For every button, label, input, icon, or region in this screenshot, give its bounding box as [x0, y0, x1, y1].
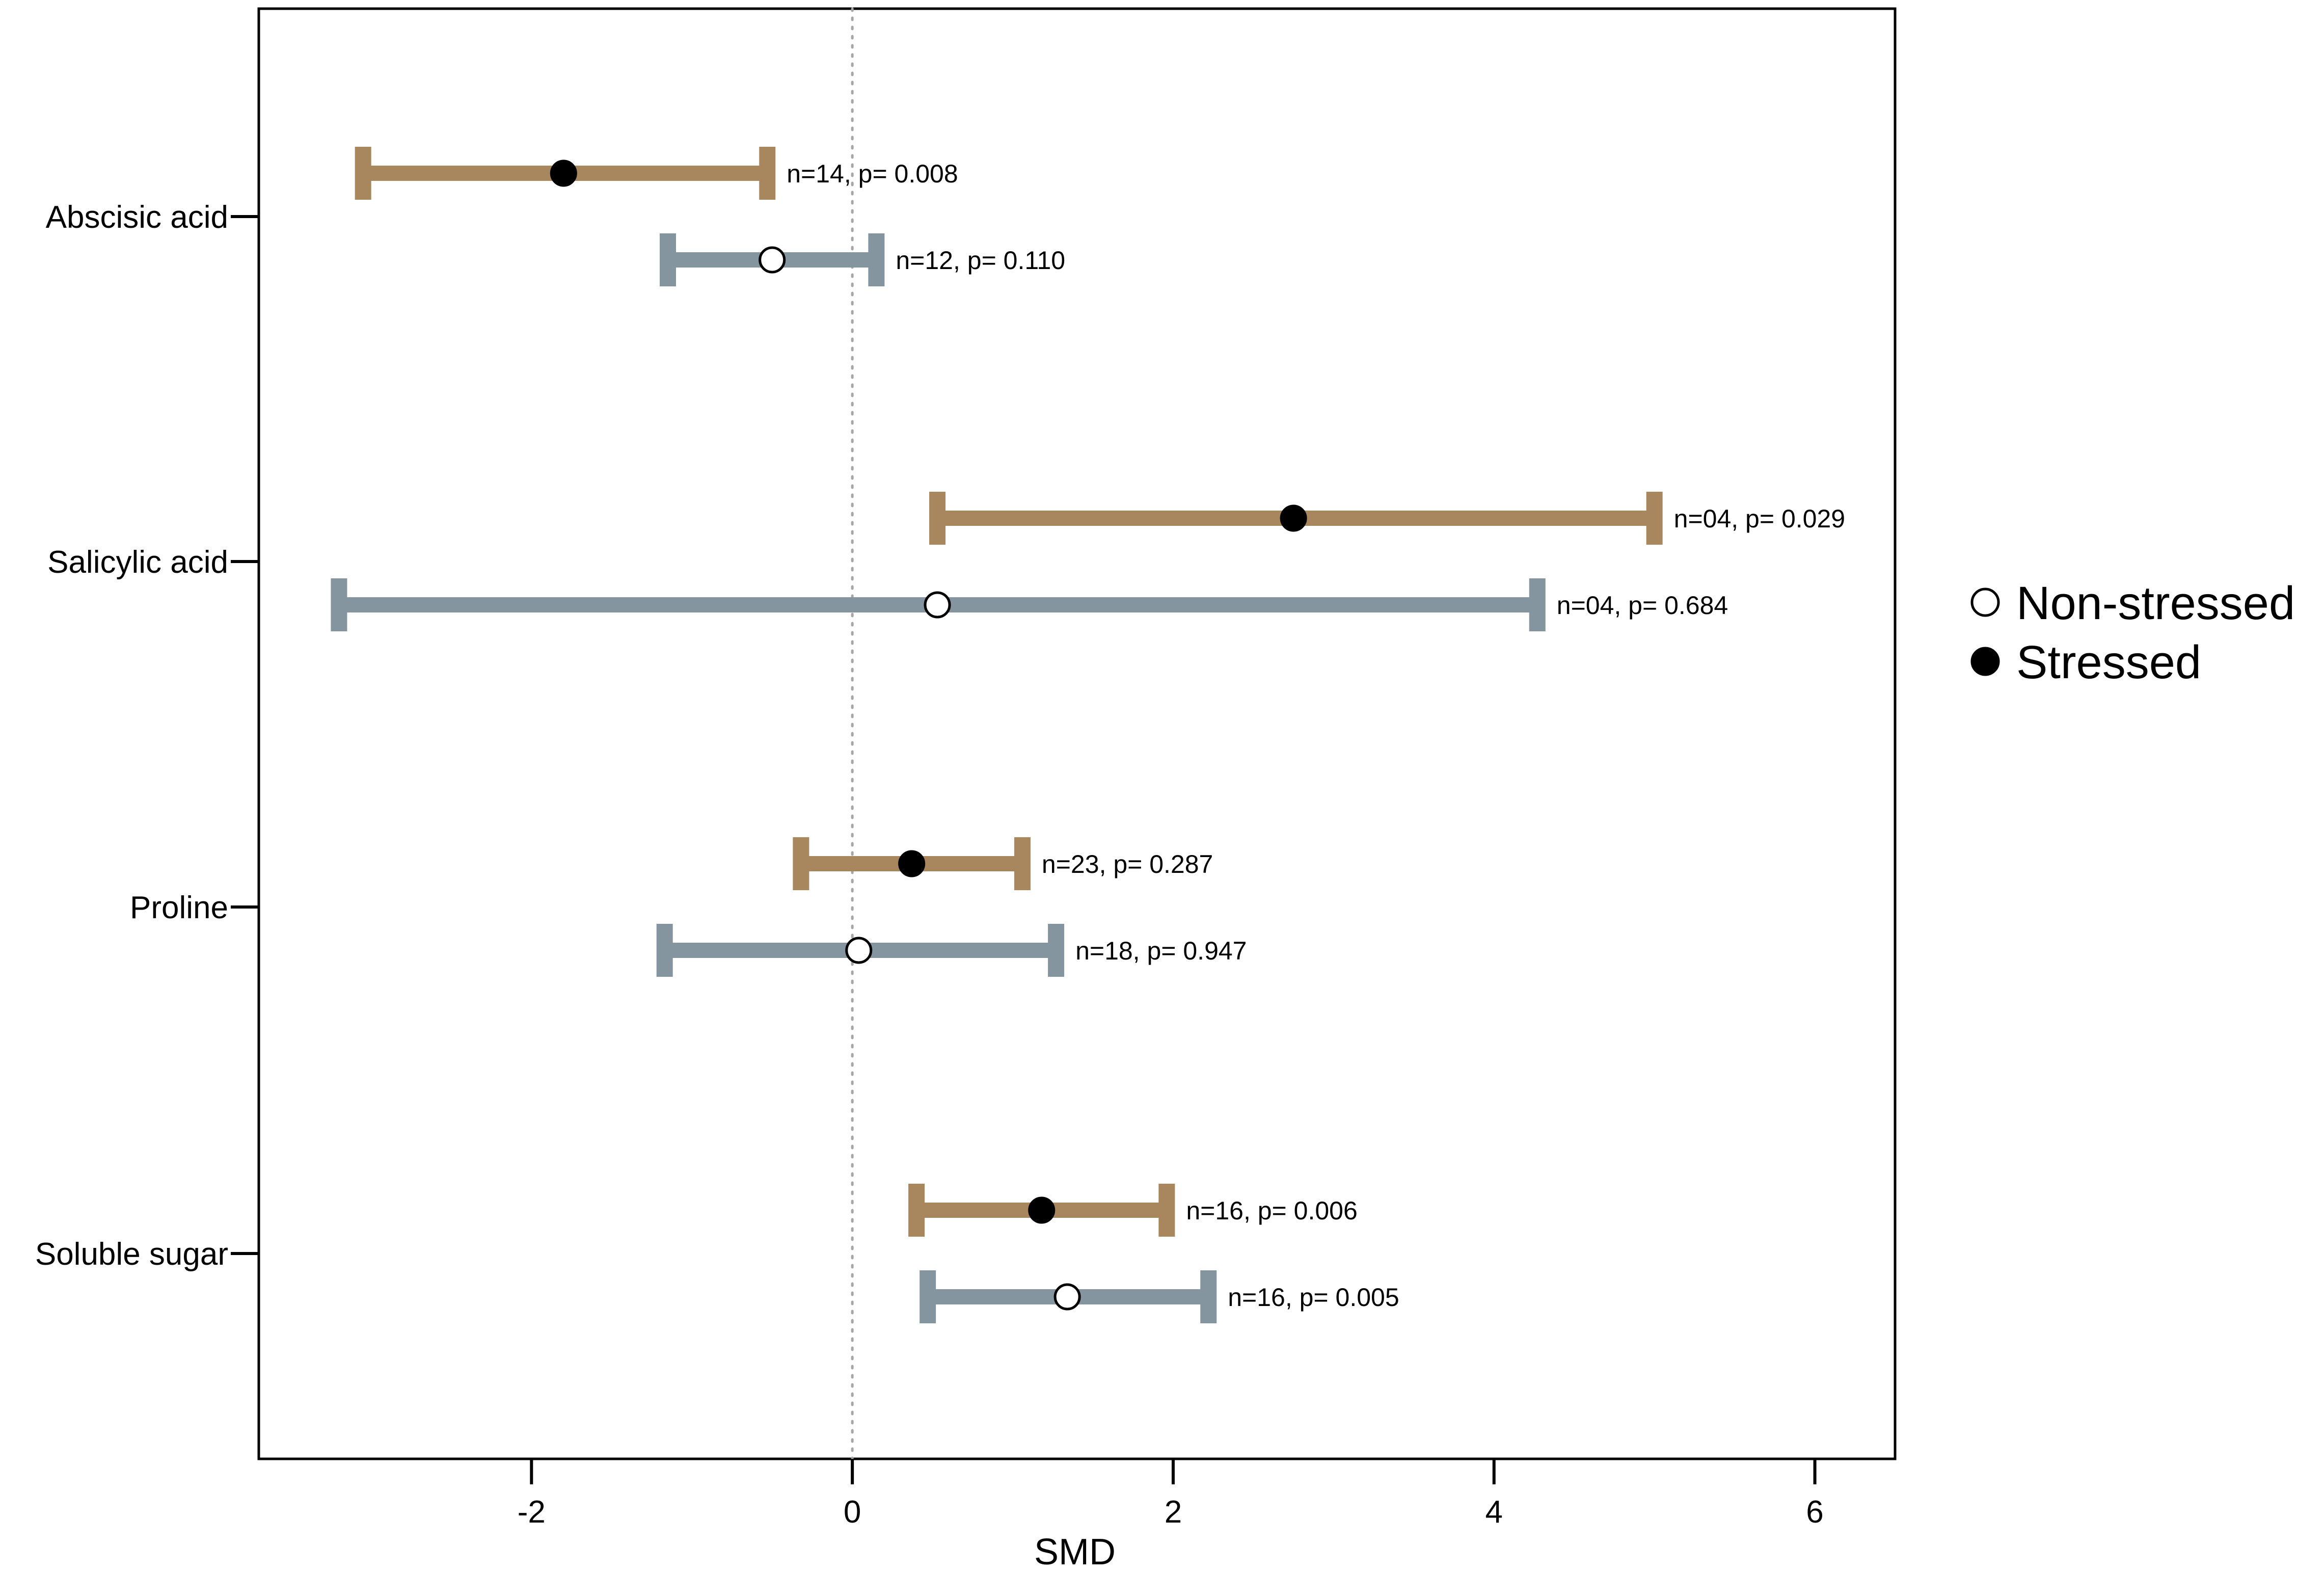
annotation-label: n=04, p= 0.684 [1557, 591, 1728, 620]
annotation-label: n=23, p= 0.287 [1042, 850, 1213, 878]
y-axis: Abscisic acid Salicylic acid Proline Solubl… [35, 200, 259, 1272]
ci-stressed [908, 1184, 1175, 1237]
annotation-label: n=14, p= 0.008 [787, 159, 958, 188]
x-axis-label: SMD [1034, 1532, 1116, 1572]
ci-cap [1646, 492, 1663, 545]
legend-label: Stressed [2016, 636, 2201, 688]
category-label-abscisic-acid: Abscisic acid [46, 200, 228, 235]
x-tick-label: 6 [1806, 1495, 1823, 1530]
ci-cap [1529, 578, 1546, 631]
ci-cap [759, 147, 776, 200]
legend-marker [1970, 588, 2000, 617]
point-stressed [898, 850, 926, 877]
ci-non-stressed [331, 578, 1546, 631]
ci-cap [355, 147, 371, 200]
plot-frame [257, 7, 1897, 1460]
x-tick-label: 0 [844, 1495, 861, 1530]
category-label-proline: Proline [130, 890, 228, 925]
ci-cap [793, 837, 809, 890]
ci-stressed [793, 837, 1031, 890]
point-stressed [1280, 504, 1307, 532]
point-non-stressed [924, 591, 951, 619]
point-non-stressed [1053, 1283, 1081, 1311]
category-label-salicylic-acid: Salicylic acid [47, 545, 228, 580]
ci-stressed [355, 147, 776, 200]
annotation-label: n=04, p= 0.029 [1674, 504, 1845, 533]
annotation-label: n=16, p= 0.005 [1228, 1283, 1399, 1312]
ci-cap [929, 492, 946, 545]
ci-non-stressed [660, 233, 885, 286]
annotation-label: n=18, p= 0.947 [1075, 937, 1247, 965]
ci-stressed [929, 492, 1663, 545]
ci-cap [908, 1184, 925, 1237]
ci-cap [1158, 1184, 1175, 1237]
ci-cap [1014, 837, 1031, 890]
point-stressed [1028, 1196, 1056, 1224]
ci-cap [660, 233, 676, 286]
annotation-label: n=16, p= 0.006 [1186, 1196, 1357, 1225]
legend: Non-stressed Stressed [1970, 577, 2295, 688]
ci-cap [1048, 924, 1065, 977]
ci-cap [1200, 1270, 1217, 1323]
ci-cap [920, 1270, 936, 1323]
legend-marker [1970, 647, 2000, 676]
x-tick-label: -2 [518, 1495, 546, 1530]
ci-cap [656, 924, 673, 977]
point-stressed [550, 159, 577, 187]
x-tick-label: 2 [1165, 1495, 1182, 1530]
legend-label: Non-stressed [2016, 577, 2295, 629]
point-non-stressed [759, 246, 786, 274]
x-axis: -2 0 2 4 6 [518, 1459, 1824, 1530]
legend-item-stressed: Stressed [1970, 636, 2201, 688]
x-tick-label: 4 [1485, 1495, 1503, 1530]
category-label-soluble-sugar: Soluble sugar [35, 1237, 228, 1272]
ci-cap [331, 578, 347, 631]
ci-non-stressed [920, 1270, 1217, 1323]
annotations: n=14, p= 0.008 n=04, p= 0.029 n=23, p= 0.2… [787, 159, 1845, 1312]
legend-item-non-stressed: Non-stressed [1970, 577, 2295, 629]
confidence-intervals [331, 147, 1663, 1323]
ci-non-stressed [656, 924, 1065, 977]
annotation-label: n=12, p= 0.110 [896, 246, 1065, 275]
point-non-stressed [845, 937, 873, 964]
ci-cap [868, 233, 885, 286]
